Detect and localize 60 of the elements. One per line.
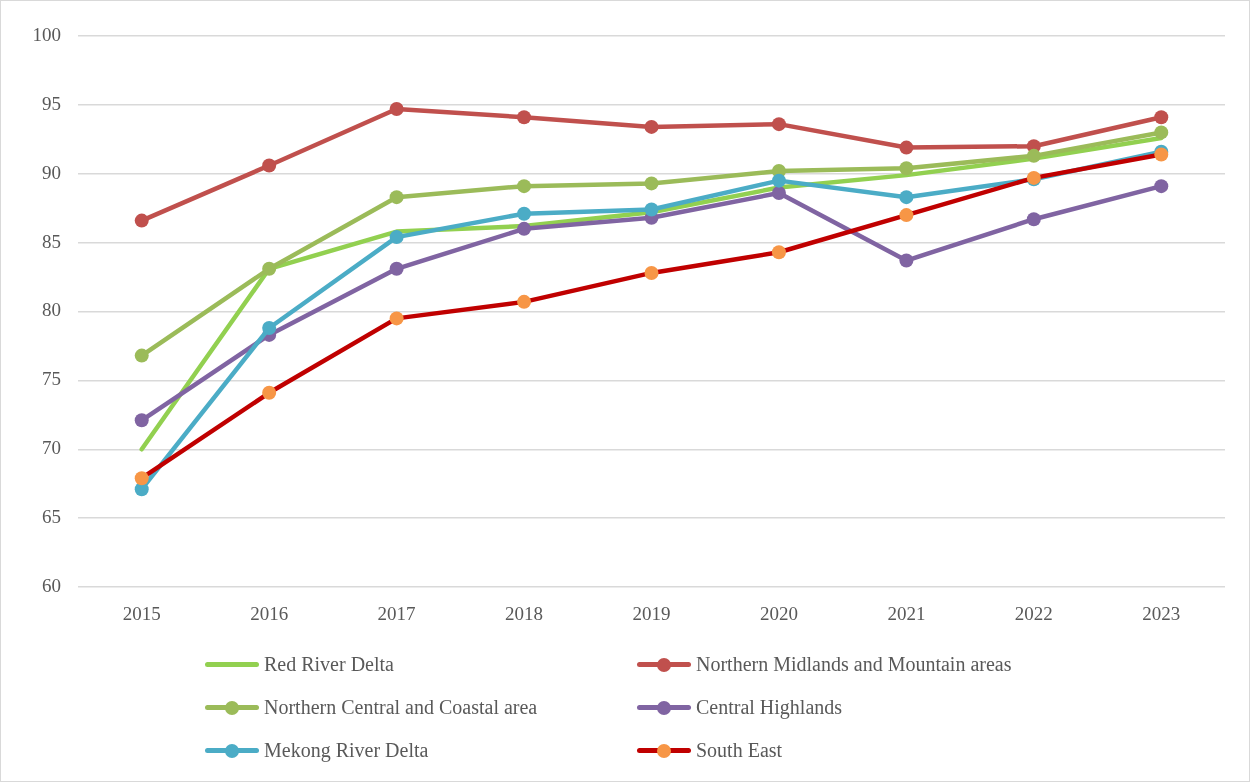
point [262,158,277,173]
y-tick-label: 90 [42,161,61,183]
point [899,140,914,155]
y-tick-label: 75 [42,368,61,390]
point [899,161,914,176]
point [1154,110,1169,125]
point [1154,125,1169,140]
point [389,311,404,326]
point [262,385,277,400]
point [134,213,149,228]
point [389,261,404,276]
point [517,294,532,309]
point [389,102,404,117]
point [517,110,532,125]
point [134,348,149,363]
x-tick-label: 2019 [632,603,671,625]
point [517,179,532,194]
legend-label: Mekong River Delta [264,739,429,762]
y-tick-label: 80 [42,299,61,321]
y-tick-label: 85 [42,230,61,252]
point [899,253,914,268]
point [262,321,277,336]
point [899,208,914,223]
y-tick-label: 65 [42,506,61,528]
point [1026,148,1041,163]
point [389,190,404,205]
legend-label: Central Highlands [696,696,843,719]
x-tick-label: 2018 [505,603,544,625]
point [644,265,659,280]
point [644,119,659,134]
point [134,413,149,428]
x-tick-label: 2017 [377,603,416,625]
legend-label: Northern Midlands and Mountain areas [696,653,1012,676]
point [771,245,786,260]
legend-label: Red River Delta [264,653,394,676]
point [771,117,786,132]
y-tick-label: 95 [42,92,61,114]
x-tick-label: 2021 [887,603,926,625]
y-tick-label: 60 [42,574,61,596]
point [644,202,659,217]
point [771,173,786,188]
point [1154,179,1169,194]
point [389,230,404,245]
point [899,190,914,205]
y-tick-label: 100 [32,23,61,45]
x-tick-label: 2023 [1142,603,1181,625]
point [1026,212,1041,227]
x-tick-label: 2015 [122,603,161,625]
point [262,261,277,276]
x-tick-label: 2016 [250,603,289,625]
legend-label: Northern Central and Coastal area [264,696,538,719]
legend-label: South East [696,739,783,762]
point [771,186,786,201]
point [517,221,532,236]
x-tick-label: 2020 [759,603,798,625]
x-tick-label: 2022 [1014,603,1053,625]
point [517,206,532,221]
point [644,176,659,191]
y-tick-label: 70 [42,437,61,459]
point [134,471,149,486]
